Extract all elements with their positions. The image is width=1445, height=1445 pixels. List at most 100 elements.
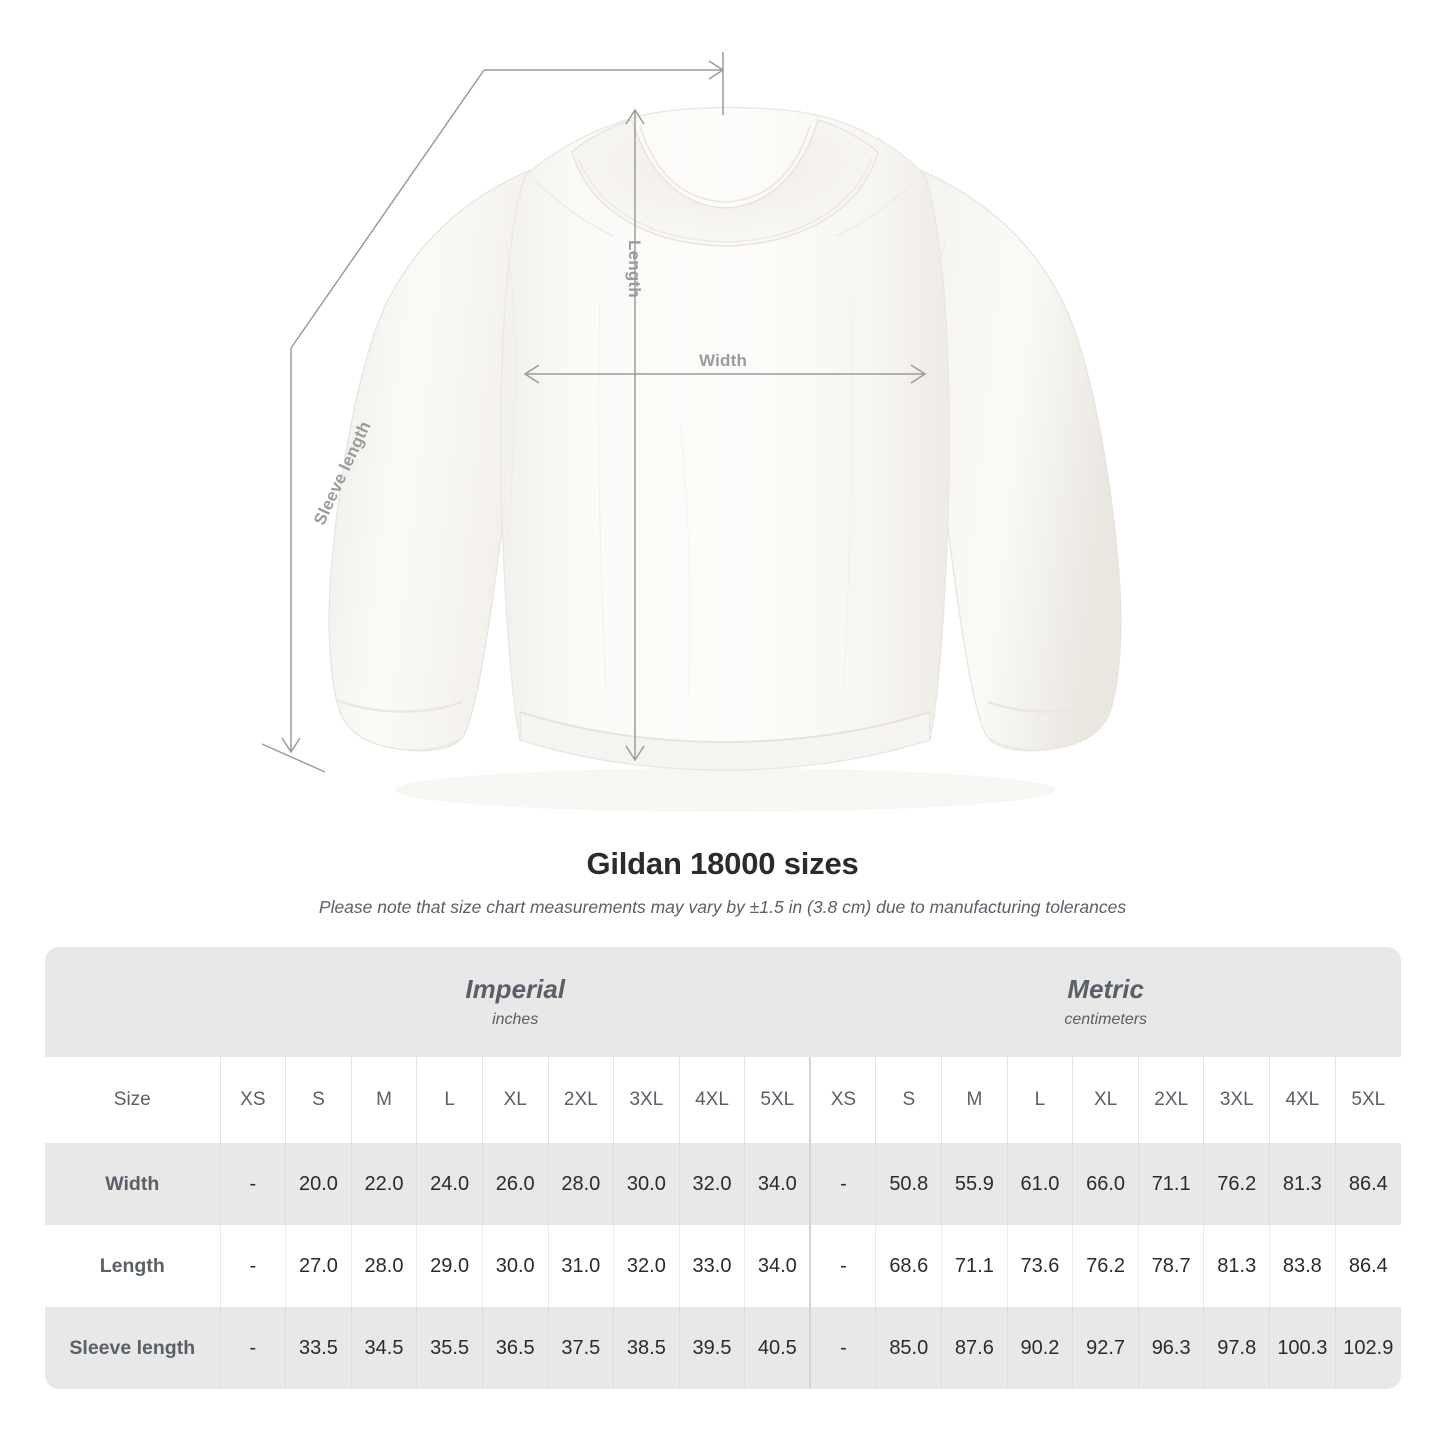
measurement-lines <box>261 52 927 773</box>
cell-width-imp-0: - <box>219 1143 286 1225</box>
cell-width-imp-3: 24.0 <box>416 1143 483 1225</box>
cell-width-met-2: 55.9 <box>941 1143 1008 1225</box>
width-label: Width <box>699 351 748 370</box>
size-header-imp-5: 2XL <box>547 1057 614 1143</box>
cell-sleeve-imp-4: 36.5 <box>481 1307 548 1389</box>
cell-width-met-4: 66.0 <box>1072 1143 1139 1225</box>
cell-length-met-8: 86.4 <box>1334 1225 1401 1307</box>
size-header-met-0: XS <box>809 1057 876 1143</box>
unit-group-imperial: Imperial inches <box>220 947 811 1057</box>
cell-width-imp-2: 22.0 <box>350 1143 417 1225</box>
row-label-length: Length <box>45 1225 221 1307</box>
cell-sleeve-imp-6: 38.5 <box>613 1307 680 1389</box>
cell-length-imp-5: 31.0 <box>547 1225 614 1307</box>
cell-sleeve-met-5: 96.3 <box>1137 1307 1204 1389</box>
cell-length-imp-2: 28.0 <box>350 1225 417 1307</box>
cell-length-met-5: 78.7 <box>1137 1225 1204 1307</box>
table-row: Sleeve length - 33.5 34.5 35.5 36.5 37.5… <box>45 1307 1401 1389</box>
size-header-met-7: 4XL <box>1269 1057 1336 1143</box>
cell-width-met-7: 81.3 <box>1269 1143 1336 1225</box>
unit-sub-metric: centimeters <box>1064 1010 1148 1028</box>
unit-group-metric: Metric centimeters <box>810 947 1401 1057</box>
cell-sleeve-imp-5: 37.5 <box>547 1307 614 1389</box>
cell-sleeve-imp-8: 40.5 <box>744 1307 811 1389</box>
length-arrow-bottom <box>625 745 645 762</box>
size-header-imp-4: XL <box>481 1057 548 1143</box>
size-header-imp-8: 5XL <box>744 1057 811 1143</box>
cell-width-met-6: 76.2 <box>1203 1143 1270 1225</box>
unit-name-imperial: Imperial <box>465 974 566 1005</box>
cell-width-imp-6: 30.0 <box>613 1143 680 1225</box>
cell-length-imp-3: 29.0 <box>416 1225 483 1307</box>
cell-length-met-4: 76.2 <box>1072 1225 1139 1307</box>
cell-sleeve-imp-1: 33.5 <box>285 1307 352 1389</box>
page-subtitle: Please note that size chart measurements… <box>318 897 1127 917</box>
cell-sleeve-imp-7: 39.5 <box>678 1307 745 1389</box>
cell-sleeve-met-2: 87.6 <box>941 1307 1008 1389</box>
cell-length-met-7: 83.8 <box>1269 1225 1336 1307</box>
size-table-container: Imperial inches Metric centimeters Size … <box>45 947 1401 1389</box>
size-header-met-2: M <box>941 1057 1008 1143</box>
cell-sleeve-met-4: 92.7 <box>1072 1307 1139 1389</box>
size-header-imp-3: L <box>416 1057 483 1143</box>
length-arrow-top <box>625 108 645 125</box>
size-header-imp-1: S <box>285 1057 352 1143</box>
sleeve-tick-bottom <box>261 743 326 773</box>
cell-sleeve-met-1: 85.0 <box>875 1307 942 1389</box>
sleeve-line-shoulder <box>290 69 485 349</box>
cell-width-met-3: 61.0 <box>1006 1143 1073 1225</box>
cell-length-met-6: 81.3 <box>1203 1225 1270 1307</box>
cell-sleeve-met-7: 100.3 <box>1269 1307 1336 1389</box>
row-label-width: Width <box>45 1143 221 1225</box>
cell-sleeve-met-6: 97.8 <box>1203 1307 1270 1389</box>
cell-length-imp-7: 33.0 <box>678 1225 745 1307</box>
size-header-label: Size <box>45 1057 221 1143</box>
cell-width-met-5: 71.1 <box>1137 1143 1204 1225</box>
cell-sleeve-met-3: 90.2 <box>1006 1307 1073 1389</box>
width-arrow-left <box>523 364 540 384</box>
cell-sleeve-imp-3: 35.5 <box>416 1307 483 1389</box>
cell-length-met-2: 71.1 <box>941 1225 1008 1307</box>
size-header-imp-6: 3XL <box>613 1057 680 1143</box>
unit-name-metric: Metric <box>1067 974 1144 1005</box>
cell-length-met-0: - <box>809 1225 876 1307</box>
size-header-met-1: S <box>875 1057 942 1143</box>
cell-sleeve-imp-2: 34.5 <box>350 1307 417 1389</box>
size-header-met-8: 5XL <box>1334 1057 1401 1143</box>
size-header-met-6: 3XL <box>1203 1057 1270 1143</box>
cell-sleeve-met-8: 102.9 <box>1334 1307 1401 1389</box>
cell-length-met-1: 68.6 <box>875 1225 942 1307</box>
cell-length-imp-1: 27.0 <box>285 1225 352 1307</box>
sweatshirt-illustration <box>328 106 1122 812</box>
cell-width-imp-7: 32.0 <box>678 1143 745 1225</box>
row-label-sleeve-length: Sleeve length <box>45 1307 221 1389</box>
size-header-met-3: L <box>1006 1057 1073 1143</box>
cell-width-imp-5: 28.0 <box>547 1143 614 1225</box>
cell-width-imp-8: 34.0 <box>744 1143 811 1225</box>
size-header-row: Size XS S M L XL 2XL 3XL 4XL 5XL XS S M … <box>45 1057 1401 1143</box>
garment-diagram: Width Length Sleeve length <box>261 52 1122 812</box>
size-header-imp-7: 4XL <box>678 1057 745 1143</box>
unit-banner-blank <box>45 947 221 1057</box>
table-row: Width - 20.0 22.0 24.0 26.0 28.0 30.0 32… <box>45 1143 1401 1225</box>
unit-sub-imperial: inches <box>492 1010 539 1028</box>
size-table: Imperial inches Metric centimeters Size … <box>45 947 1401 1389</box>
cell-width-met-1: 50.8 <box>875 1143 942 1225</box>
cell-width-met-8: 86.4 <box>1334 1143 1401 1225</box>
sleeve-arrow-bottom <box>281 737 301 754</box>
size-header-met-5: 2XL <box>1137 1057 1204 1143</box>
cell-width-imp-4: 26.0 <box>481 1143 548 1225</box>
length-label: Length <box>625 240 644 298</box>
table-row: Length - 27.0 28.0 29.0 30.0 31.0 32.0 3… <box>45 1225 1401 1307</box>
cell-length-imp-0: - <box>219 1225 286 1307</box>
cell-sleeve-imp-0: - <box>219 1307 286 1389</box>
cell-length-imp-6: 32.0 <box>613 1225 680 1307</box>
cell-sleeve-met-0: - <box>809 1307 876 1389</box>
unit-banner-row: Imperial inches Metric centimeters <box>45 947 1401 1057</box>
cell-length-met-3: 73.6 <box>1006 1225 1073 1307</box>
size-header-imp-0: XS <box>219 1057 286 1143</box>
page-title: Gildan 18000 sizes <box>586 846 859 881</box>
cell-width-imp-1: 20.0 <box>285 1143 352 1225</box>
cell-length-imp-8: 34.0 <box>744 1225 811 1307</box>
